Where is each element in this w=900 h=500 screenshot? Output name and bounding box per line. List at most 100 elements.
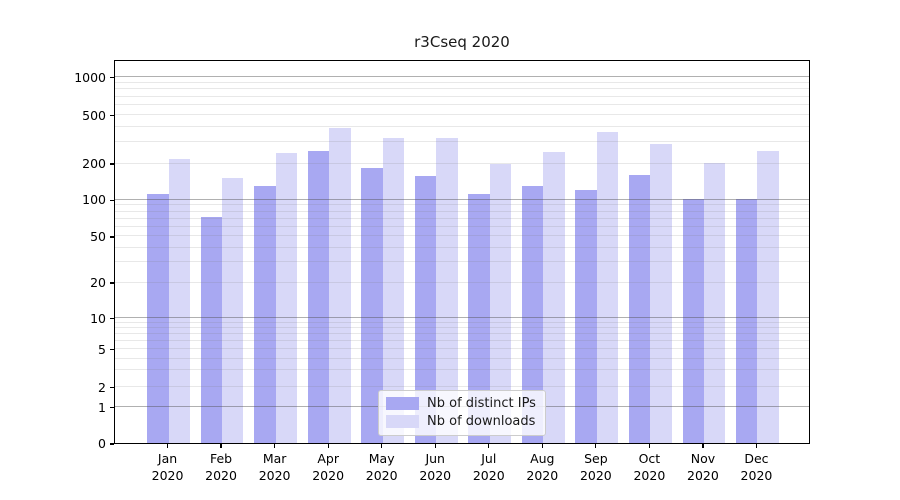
x-tick-mark [274, 444, 276, 448]
bar-jul-distinct-ips [468, 194, 490, 443]
gridline-900 [115, 81, 809, 83]
gridline-90 [115, 204, 809, 206]
y-tick-label: 200 [82, 156, 106, 172]
y-tick-mark [110, 115, 114, 117]
y-tick-mark [110, 387, 114, 389]
gridline-80 [115, 210, 809, 212]
x-tick-label: Nov 2020 [687, 451, 719, 483]
x-tick-mark [166, 444, 169, 448]
y-tick-mark [110, 282, 114, 284]
y-tick-label: 5 [98, 341, 106, 357]
y-tick-label: 0 [98, 436, 106, 451]
y-tick-label: 50 [90, 228, 106, 244]
x-tick-label: Dec 2020 [740, 451, 773, 483]
y-tick-label: 10 [90, 310, 106, 326]
plot-area [114, 60, 810, 444]
y-tick-mark [110, 163, 114, 165]
bar-mar-distinct-ips [254, 185, 276, 443]
legend-item: Nb of distinct IPs [386, 396, 536, 411]
bar-oct-distinct-ips [628, 175, 651, 443]
y-tick-label: 2 [98, 379, 106, 395]
y-tick-mark [110, 236, 114, 238]
x-tick-label: Jun 2020 [419, 451, 452, 483]
gridline-9 [115, 321, 809, 323]
bar-aug-downloads [543, 152, 565, 443]
y-tick-label: 1 [98, 399, 106, 415]
y-tick-label: 20 [90, 275, 106, 291]
gridline-6 [115, 340, 809, 342]
x-tick-label: May 2020 [365, 451, 398, 483]
x-tick-mark [702, 444, 704, 448]
bar-jan-distinct-ips [147, 194, 169, 443]
legend-swatch-distinct-ips [386, 397, 419, 410]
bar-sep-distinct-ips [575, 189, 597, 443]
y-tick-mark [110, 318, 114, 320]
x-tick-mark [220, 444, 222, 448]
bar-apr-distinct-ips [307, 151, 330, 443]
y-tick-mark [110, 76, 114, 79]
gridline-600 [115, 104, 809, 106]
gridline-4 [115, 357, 809, 359]
y-tick-label: 500 [82, 107, 106, 123]
x-tick-mark [755, 444, 758, 448]
x-tick-mark [488, 444, 490, 448]
chart-title: r3Cseq 2020 [414, 33, 510, 51]
x-tick-label: Oct 2020 [633, 451, 666, 483]
bar-oct-downloads [650, 144, 672, 443]
x-tick-mark [595, 444, 597, 448]
gridline-20 [115, 281, 809, 283]
bar-may-downloads [382, 138, 405, 443]
bar-nov-downloads [703, 163, 726, 443]
bar-mar-downloads [275, 153, 298, 443]
bar-sep-downloads [596, 132, 619, 443]
x-tick-label: Jul 2020 [472, 451, 505, 483]
bar-aug-distinct-ips [521, 185, 544, 443]
x-tick-mark [648, 444, 650, 448]
x-tick-label: Sep 2020 [579, 451, 612, 483]
gridline-700 [115, 95, 809, 97]
gridline-10 [115, 317, 809, 319]
x-tick-label: Mar 2020 [258, 451, 291, 483]
x-tick-label: Feb 2020 [205, 451, 237, 483]
bar-apr-downloads [329, 127, 351, 443]
gridline-500 [115, 114, 809, 116]
y-tick-mark [110, 443, 114, 445]
bar-may-distinct-ips [361, 168, 383, 443]
y-tick-label: 100 [82, 192, 106, 208]
gridline-1000 [115, 76, 809, 78]
gridline-70 [115, 217, 809, 219]
gridline-5 [115, 348, 809, 350]
y-tick-label: 1000 [74, 69, 106, 85]
bar-dec-downloads [757, 151, 779, 443]
x-tick-mark [381, 444, 383, 448]
x-tick-label: Jan 2020 [151, 451, 184, 483]
gridline-30 [115, 261, 809, 263]
gridline-300 [115, 141, 809, 143]
y-tick-mark [110, 349, 114, 351]
legend-label: Nb of distinct IPs [427, 396, 536, 411]
gridline-200 [115, 162, 809, 164]
gridline-60 [115, 225, 809, 227]
bar-feb-distinct-ips [200, 216, 223, 443]
legend-label: Nb of downloads [427, 414, 536, 429]
gridline-2 [115, 386, 809, 388]
x-tick-mark [327, 444, 329, 448]
gridline-7 [115, 333, 809, 335]
bar-nov-distinct-ips [682, 199, 704, 443]
bar-jul-downloads [489, 164, 512, 443]
gridline-800 [115, 88, 809, 90]
gridline-400 [115, 125, 809, 127]
x-tick-mark [434, 444, 436, 448]
x-tick-label: Apr 2020 [312, 451, 345, 483]
gridline-50 [115, 235, 809, 237]
gridline-40 [115, 246, 809, 248]
legend: Nb of distinct IPs Nb of downloads [378, 390, 546, 436]
gridline-100 [115, 198, 809, 200]
bar-jun-distinct-ips [414, 175, 437, 443]
legend-swatch-downloads [386, 415, 419, 428]
x-tick-mark [541, 444, 543, 448]
bar-jun-downloads [436, 138, 458, 443]
bar-feb-downloads [222, 178, 244, 443]
gridline-3 [115, 369, 809, 371]
